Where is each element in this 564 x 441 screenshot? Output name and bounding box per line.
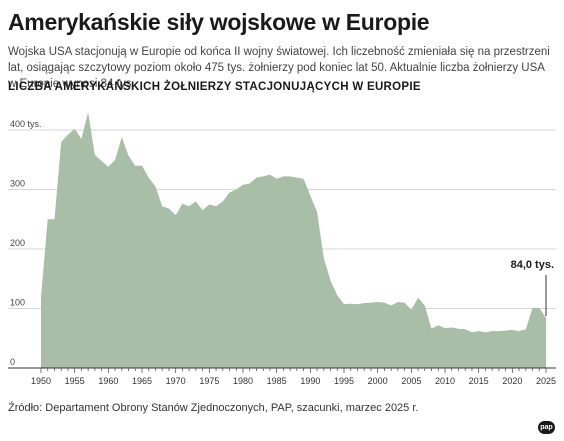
plot-area — [41, 112, 546, 368]
annotations: 84,0 tys. — [511, 259, 554, 317]
series-area — [41, 112, 546, 368]
y-tick-label: 400 tys. — [10, 119, 42, 129]
y-tick-label: 200 — [10, 238, 25, 248]
x-tick-label: 1975 — [199, 376, 219, 386]
x-tick-label: 1980 — [233, 376, 253, 386]
x-tick-label: 1950 — [31, 376, 51, 386]
x-tick-label: 2005 — [401, 376, 421, 386]
x-tick-label: 2010 — [435, 376, 455, 386]
x-axis: 1950 1955 1960 1965 1970 1975 1980 1985 1990 1995… — [8, 367, 556, 386]
x-tick-label: 2025 — [536, 376, 556, 386]
pap-logo: pap — [538, 421, 555, 434]
x-tick-label: 1970 — [166, 376, 186, 386]
x-tick-label: 1985 — [267, 376, 287, 386]
x-tick-label: 1995 — [334, 376, 354, 386]
x-tick-label: 2000 — [368, 376, 388, 386]
x-tick-label: 1990 — [300, 376, 320, 386]
x-tick-label: 2015 — [469, 376, 489, 386]
chart-heading: LICZBA AMERYKAŃSKICH ŻOŁNIERZY STACJONUJ… — [8, 81, 421, 93]
annotation-label: 84,0 tys. — [511, 259, 554, 271]
y-tick-label: 300 — [10, 179, 25, 189]
x-tick-label: 1965 — [132, 376, 152, 386]
y-tick-label: 0 — [10, 357, 15, 367]
x-tick-label: 2020 — [502, 376, 522, 386]
x-tick-label: 1955 — [65, 376, 85, 386]
y-tick-label: 100 — [10, 298, 25, 308]
page-title: Amerykańskie siły wojskowe w Europie — [8, 9, 430, 35]
subtitle: Wojska USA stacjonują w Europie od końca… — [8, 46, 550, 90]
y-axis: 0 100 200 300 400 tys. — [10, 119, 42, 367]
x-tick-label: 1960 — [98, 376, 118, 386]
source-note: Źródło: Departament Obrony Stanów Zjedno… — [8, 402, 419, 414]
